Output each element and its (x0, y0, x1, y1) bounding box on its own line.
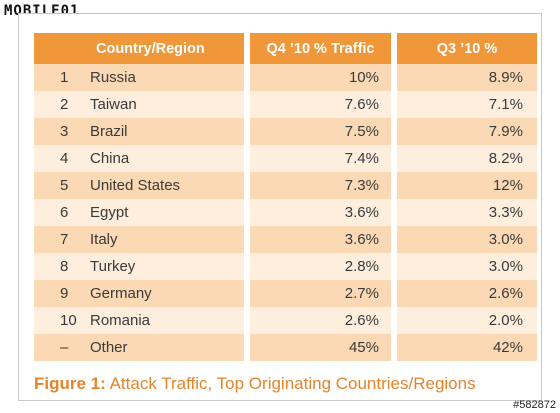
table-row: 2 Taiwan 7.6% 7.1% (34, 91, 537, 118)
table-row: 6 Egypt 3.6% 3.3% (34, 199, 537, 226)
q3-traffic-cell: 3.0% (397, 226, 537, 253)
q3-traffic-cell: 2.0% (397, 307, 537, 334)
rank-cell: 5 (34, 172, 90, 199)
table-row: 3 Brazil 7.5% 7.9% (34, 118, 537, 145)
rank-cell: 7 (34, 226, 90, 253)
header-q4-traffic: Q4 ’10 % Traffic (250, 33, 391, 64)
country-cell: Brazil (90, 118, 244, 145)
country-cell: United States (90, 172, 244, 199)
country-cell: China (90, 145, 244, 172)
q3-traffic-cell: 8.9% (397, 64, 537, 91)
country-cell: Other (90, 334, 244, 361)
table-row: 4 China 7.4% 8.2% (34, 145, 537, 172)
country-cell: Germany (90, 280, 244, 307)
watermark-id: #582872 (513, 399, 556, 411)
table-row: 8 Turkey 2.8% 3.0% (34, 253, 537, 280)
q3-traffic-cell: 7.1% (397, 91, 537, 118)
country-cell: Taiwan (90, 91, 244, 118)
q3-traffic-cell: 3.0% (397, 253, 537, 280)
q4-traffic-cell: 7.3% (250, 172, 391, 199)
q3-traffic-cell: 8.2% (397, 145, 537, 172)
table-row: 1 Russia 10% 8.9% (34, 64, 537, 91)
q3-traffic-cell: 42% (397, 334, 537, 361)
q3-traffic-cell: 2.6% (397, 280, 537, 307)
q4-traffic-cell: 45% (250, 334, 391, 361)
q4-traffic-cell: 7.4% (250, 145, 391, 172)
rank-cell: – (34, 334, 90, 361)
rank-cell: 9 (34, 280, 90, 307)
table-header-row: Country/Region Q4 ’10 % Traffic Q3 ’10 % (34, 33, 537, 64)
attack-traffic-table: Country/Region Q4 ’10 % Traffic Q3 ’10 %… (34, 33, 537, 361)
table-row: 9 Germany 2.7% 2.6% (34, 280, 537, 307)
q4-traffic-cell: 7.6% (250, 91, 391, 118)
country-cell: Egypt (90, 199, 244, 226)
q4-traffic-cell: 3.6% (250, 199, 391, 226)
header-q3: Q3 ’10 % (397, 33, 537, 64)
rank-cell: 4 (34, 145, 90, 172)
figure-caption: Figure 1: Attack Traffic, Top Originatin… (34, 374, 476, 394)
q3-traffic-cell: 3.3% (397, 199, 537, 226)
table-row: – Other 45% 42% (34, 334, 537, 361)
q4-traffic-cell: 2.6% (250, 307, 391, 334)
country-cell: Italy (90, 226, 244, 253)
q4-traffic-cell: 7.5% (250, 118, 391, 145)
rank-cell: 1 (34, 64, 90, 91)
q3-traffic-cell: 12% (397, 172, 537, 199)
rank-cell: 2 (34, 91, 90, 118)
rank-cell: 3 (34, 118, 90, 145)
q4-traffic-cell: 2.8% (250, 253, 391, 280)
q4-traffic-cell: 2.7% (250, 280, 391, 307)
header-country-region: Country/Region (34, 33, 244, 64)
q3-traffic-cell: 7.9% (397, 118, 537, 145)
q4-traffic-cell: 10% (250, 64, 391, 91)
q4-traffic-cell: 3.6% (250, 226, 391, 253)
rank-cell: 8 (34, 253, 90, 280)
figure-frame: Country/Region Q4 ’10 % Traffic Q3 ’10 %… (18, 13, 542, 401)
rank-cell: 10 (34, 307, 90, 334)
country-cell: Romania (90, 307, 244, 334)
country-cell: Russia (90, 64, 244, 91)
caption-text: Attack Traffic, Top Originating Countrie… (109, 374, 476, 393)
country-cell: Turkey (90, 253, 244, 280)
caption-label: Figure 1: (34, 374, 106, 393)
table-row: 5 United States 7.3% 12% (34, 172, 537, 199)
table-row: 10 Romania 2.6% 2.0% (34, 307, 537, 334)
rank-cell: 6 (34, 199, 90, 226)
table-body: 1 Russia 10% 8.9% 2 Taiwan 7.6% 7.1% 3 Brazil 7.5%… (34, 64, 537, 361)
table-row: 7 Italy 3.6% 3.0% (34, 226, 537, 253)
